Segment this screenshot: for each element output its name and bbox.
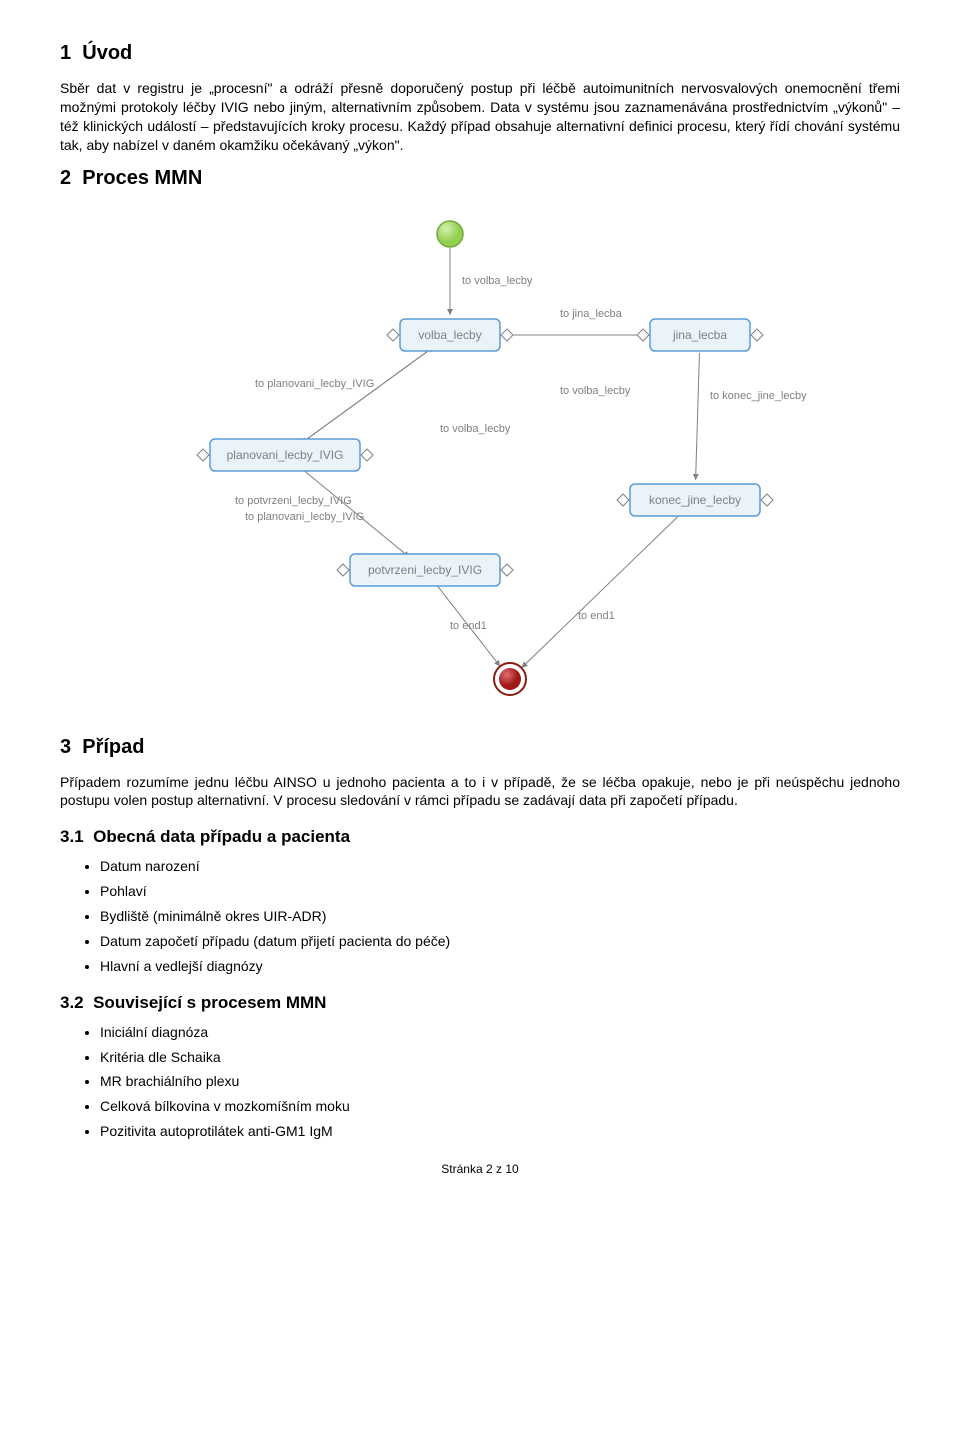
svg-text:to volba_lecby: to volba_lecby [560,385,631,397]
heading-3-1-title: Obecná data případu a pacienta [93,827,350,846]
heading-1: 1 Úvod [60,40,900,67]
heading-2-title: Proces MMN [82,167,202,189]
heading-2: 2 Proces MMN [60,165,900,192]
heading-3-1: 3.1 Obecná data případu a pacienta [60,826,900,849]
svg-text:potvrzeni_lecby_IVIG: potvrzeni_lecby_IVIG [368,563,482,577]
page-footer: Stránka 2 z 10 [60,1161,900,1177]
process-diagram: volba_lecby jina_lecba planovani_lecby_IVI… [60,204,900,714]
heading-2-num: 2 [60,167,71,189]
svg-text:to konec_jine_lecby: to konec_jine_lecby [710,390,807,402]
svg-text:planovani_lecby_IVIG: planovani_lecby_IVIG [227,448,344,462]
heading-3-2-num: 3.2 [60,993,84,1012]
heading-3: 3 Případ [60,734,900,761]
list-item: Datum započetí případu (datum přijetí pa… [100,932,900,951]
p3-paragraph: Případem rozumíme jednu léčbu AINSO u je… [60,773,900,811]
list-3-1: Datum narození Pohlaví Bydliště (minimálně… [60,857,900,975]
svg-text:konec_jine_lecby: konec_jine_lecby [649,493,741,507]
list-item: Bydliště (minimálně okres UIR-ADR) [100,907,900,926]
intro-paragraph: Sběr dat v registru je „procesní" a odrá… [60,79,900,155]
svg-text:to potvrzeni_lecby_IVIG: to potvrzeni_lecby_IVIG [235,495,352,507]
svg-text:to volba_lecby: to volba_lecby [440,423,511,435]
list-3-2: Iniciální diagnóza Kritéria dle Schaika MR… [60,1023,900,1141]
list-item: Celková bílkovina v mozkomíšním moku [100,1097,900,1116]
svg-text:volba_lecby: volba_lecby [418,328,481,342]
list-item: Kritéria dle Schaika [100,1048,900,1067]
list-item: Datum narození [100,857,900,876]
heading-3-num: 3 [60,736,71,758]
list-item: MR brachiálního plexu [100,1072,900,1091]
svg-text:to planovani_lecby_IVIG: to planovani_lecby_IVIG [245,511,364,523]
svg-text:to volba_lecby: to volba_lecby [462,275,533,287]
list-item: Iniciální diagnóza [100,1023,900,1042]
heading-3-2: 3.2 Související s procesem MMN [60,992,900,1015]
heading-3-title: Případ [82,736,144,758]
heading-1-num: 1 [60,42,71,64]
heading-3-2-title: Související s procesem MMN [93,993,326,1012]
svg-text:to planovani_lecby_IVIG: to planovani_lecby_IVIG [255,378,374,390]
svg-text:jina_lecba: jina_lecba [672,328,727,342]
heading-3-1-num: 3.1 [60,827,84,846]
heading-1-title: Úvod [82,42,132,64]
list-item: Pozitivita autoprotilátek anti-GM1 IgM [100,1122,900,1141]
list-item: Hlavní a vedlejší diagnózy [100,957,900,976]
svg-text:to jina_lecba: to jina_lecba [560,308,623,320]
svg-text:to end1: to end1 [450,620,487,632]
svg-text:to end1: to end1 [578,610,615,622]
list-item: Pohlaví [100,882,900,901]
